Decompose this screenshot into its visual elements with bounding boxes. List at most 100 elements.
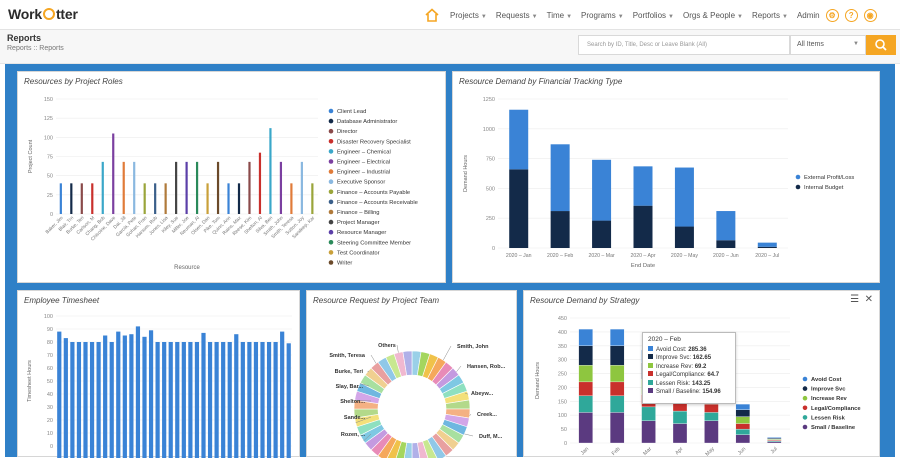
roles-bar [154, 183, 156, 214]
tooltip-header: 2020 – Feb [648, 336, 730, 345]
nav-orgs-people[interactable]: Orgs & People▼ [683, 11, 743, 20]
timesheet-y-tick-label: 20 [47, 418, 53, 424]
roles-bar [70, 183, 72, 214]
roles-bar [186, 162, 188, 214]
strategy-bar [736, 417, 750, 424]
team-slice-label: Duff, M... [479, 434, 503, 440]
strategy-bar [736, 404, 750, 410]
roles-bar [144, 183, 146, 214]
demand-y-tick-label: 0 [492, 246, 495, 252]
demand-y-tick-label: 250 [486, 216, 495, 222]
roles-bar [311, 183, 313, 214]
timesheet-bar [83, 342, 87, 458]
tooltip-series-name: Lessen Risk: [656, 381, 692, 387]
search-scope-select[interactable]: All Items▼ [790, 35, 866, 55]
nav-admin[interactable]: Admin [797, 11, 820, 20]
card-demand-financial: Resource Demand by Financial Tracking Ty… [452, 71, 880, 283]
demand-bar [592, 221, 611, 248]
strategy-y-tick-label: 150 [558, 399, 567, 405]
roles-bar [217, 162, 219, 214]
tooltip-value: 154.96 [702, 389, 720, 395]
settings-icon[interactable]: ⚙ [826, 9, 839, 22]
timesheet-bar [103, 336, 107, 458]
roles-legend-swatch [329, 190, 334, 195]
home-icon[interactable] [424, 7, 440, 23]
timesheet-bar [110, 342, 114, 458]
roles-y-tick-label: 50 [47, 174, 53, 180]
user-icon[interactable]: ◉ [864, 9, 877, 22]
strategy-y-tick-label: 350 [558, 344, 567, 350]
roles-y-tick-label: 25 [47, 193, 53, 199]
strategy-bar [610, 365, 624, 382]
strategy-y-tick-label: 50 [561, 427, 567, 433]
strategy-y-tick-label: 250 [558, 372, 567, 378]
strategy-bar [704, 412, 718, 420]
demand-legend-swatch [796, 185, 801, 190]
demand-x-tick-label: 2020 – Feb [547, 253, 573, 259]
nav-time[interactable]: Time▼ [547, 11, 572, 20]
demand-bar [716, 240, 735, 248]
roles-legend-item: Finance – Accounts Receivable [337, 200, 418, 206]
tooltip-series-name: Improve Svc: [656, 355, 693, 361]
nav-portfolios[interactable]: Portfolios▼ [633, 11, 674, 20]
nav-programs[interactable]: Programs▼ [581, 11, 624, 20]
timesheet-bar [188, 342, 192, 458]
timesheet-bar [169, 342, 173, 458]
timesheet-y-tick-label: 40 [47, 392, 53, 398]
timesheet-bar [195, 342, 199, 458]
nav-projects[interactable]: Projects▼ [450, 11, 487, 20]
strategy-bar [610, 412, 624, 443]
strategy-x-tick-label: Apr [674, 446, 684, 456]
team-slice-label: Sande... [344, 415, 366, 421]
tooltip-row: Small / Baseline: 154.96 [648, 388, 730, 397]
timesheet-bar [90, 342, 94, 458]
help-icon[interactable]: ? [845, 9, 858, 22]
roles-legend-swatch [329, 250, 334, 255]
timesheet-bar [162, 342, 166, 458]
tooltip-value: 285.36 [688, 347, 706, 353]
logo-o-icon [43, 8, 55, 20]
roles-y-tick-label: 75 [47, 155, 53, 161]
team-leader-line [443, 346, 451, 360]
roles-legend-swatch [329, 119, 334, 124]
timesheet-y-tick-label: 10 [47, 431, 53, 437]
timesheet-bar [208, 342, 212, 458]
strategy-bar [767, 442, 781, 443]
timesheet-bar [228, 342, 232, 458]
demand-bar [509, 169, 528, 248]
team-slice-label: Slay, Bar... [336, 384, 364, 390]
roles-legend-swatch [329, 139, 334, 144]
team-slice-label: Abeyw... [471, 391, 494, 397]
strategy-y-tick-label: 300 [558, 358, 567, 364]
team-leader-line [397, 345, 398, 353]
search-input[interactable]: Search by ID, Title, Desc or Leave Blank… [578, 35, 790, 55]
strategy-bar [579, 365, 593, 382]
demand-y-tick-label: 1250 [483, 97, 495, 103]
timesheet-bar [247, 342, 251, 458]
roles-bar [112, 134, 114, 215]
team-leader-line [456, 366, 461, 372]
tooltip-series-name: Increase Rev: [656, 364, 695, 370]
roles-y-tick-label: 125 [44, 116, 53, 122]
strategy-x-tick-label: Jun [737, 446, 747, 456]
search-button[interactable] [866, 35, 896, 55]
strategy-legend-swatch [803, 396, 808, 401]
breadcrumb[interactable]: Reports :: Reports [7, 45, 64, 52]
timesheet-y-tick-label: 90 [47, 327, 53, 333]
nav-requests[interactable]: Requests▼ [496, 11, 538, 20]
chevron-down-icon: ▼ [853, 41, 859, 47]
roles-legend-swatch [329, 210, 334, 215]
timesheet-y-tick-label: 30 [47, 405, 53, 411]
timesheet-y-tick-label: 80 [47, 340, 53, 346]
timesheet-bar [274, 342, 278, 458]
strategy-x-tick-label: May [705, 446, 717, 458]
roles-bar [206, 183, 208, 214]
chevron-down-icon: ▼ [532, 14, 538, 20]
roles-bar [102, 162, 104, 214]
tooltip-value: 69.2 [695, 364, 707, 370]
demand-y-tick-label: 1000 [483, 127, 495, 133]
nav-reports[interactable]: Reports▼ [752, 11, 788, 20]
